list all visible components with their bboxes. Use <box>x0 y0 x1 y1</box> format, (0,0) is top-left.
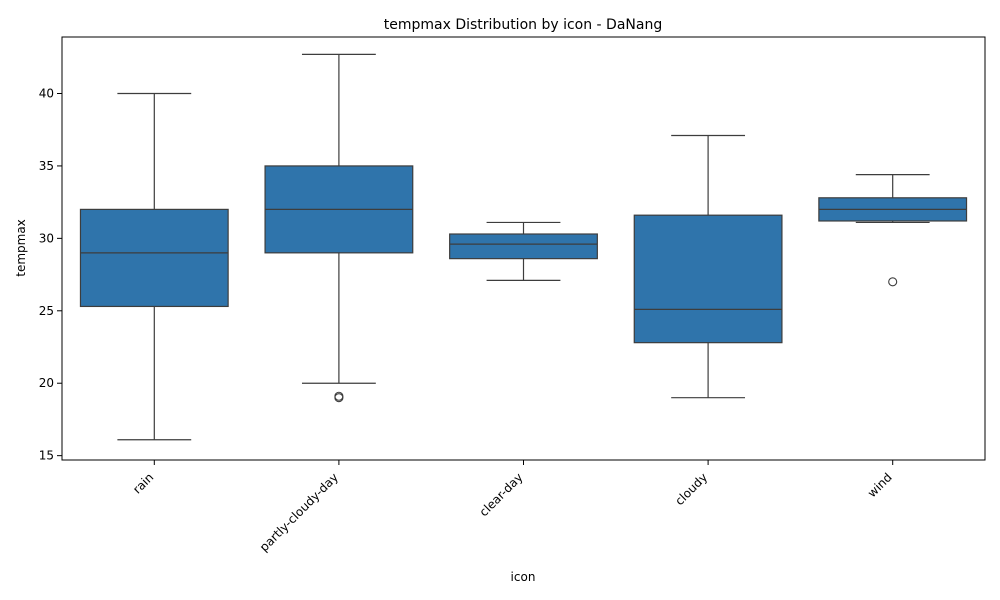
y-tick-label: 20 <box>39 376 54 390</box>
outlier-point <box>888 277 898 287</box>
y-axis: 15 20 25 30 35 40 <box>39 86 62 463</box>
box-group-clear-day <box>449 221 598 281</box>
y-tick-label: 25 <box>39 304 54 318</box>
box-cloudy <box>633 214 783 344</box>
box-rain <box>79 208 229 308</box>
y-tick-label: 35 <box>39 159 54 173</box>
box-group-rain <box>79 92 229 441</box>
y-tick-label: 40 <box>39 86 54 100</box>
y-axis-label: tempmax <box>14 219 28 277</box>
box-group-wind <box>818 174 968 287</box>
x-tick-label: rain <box>130 470 156 496</box>
y-tick-label: 30 <box>39 231 54 245</box>
box-clear-day <box>449 233 598 260</box>
x-tick-label: partly-cloudy-day <box>257 470 341 554</box>
x-axis-label: icon <box>511 570 536 584</box>
x-tick-label: cloudy <box>672 470 710 508</box>
chart-title: tempmax Distribution by icon - DaNang <box>384 17 662 33</box>
plot-area <box>79 53 968 441</box>
outlier-point <box>334 391 344 401</box>
x-tick-label: clear-day <box>477 470 526 519</box>
x-axis: rain partly-cloudy-day clear-day cloudy wind <box>130 460 895 554</box>
box-group-partly-cloudy-day <box>264 53 414 403</box>
y-tick-label: 15 <box>39 449 54 463</box>
x-tick-label: wind <box>865 470 895 500</box>
box-group-cloudy <box>633 134 783 399</box>
